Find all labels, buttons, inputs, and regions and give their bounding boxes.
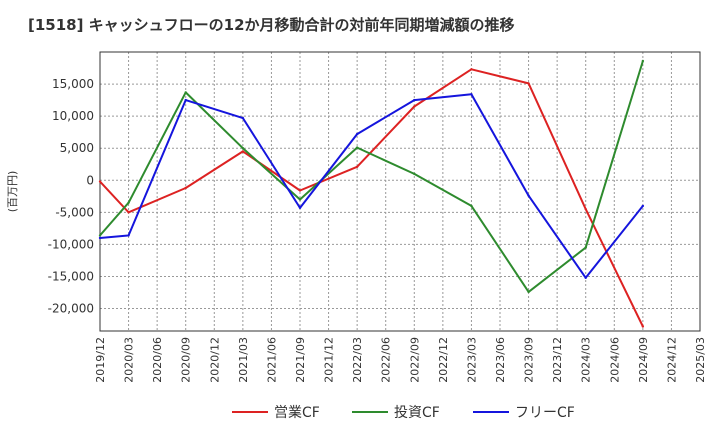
y-tick-label: -20,000 (48, 302, 94, 316)
x-tick-label: 2025/03 (694, 337, 707, 383)
data-point (127, 234, 130, 237)
data-point (241, 116, 245, 120)
series-line-3 (99, 93, 644, 279)
data-point (127, 211, 130, 214)
x-tick-label: 2020/06 (151, 337, 164, 383)
data-point (584, 207, 587, 211)
chart-title: [1518] キャッシュフローの12か月移動合計の対前年同期増減額の推移 (28, 16, 515, 34)
x-tick-label: 2021/12 (323, 337, 336, 383)
data-point (527, 194, 530, 197)
data-point (298, 198, 302, 201)
x-tick-label: 2023/09 (523, 337, 536, 383)
x-tick-label: 2019/12 (94, 337, 107, 383)
series-line-2 (99, 60, 644, 293)
x-tick-label: 2022/12 (437, 337, 450, 383)
data-point (584, 276, 587, 279)
plot-frame (99, 51, 701, 332)
data-point (98, 180, 102, 183)
data-point (641, 59, 645, 63)
data-point (98, 234, 102, 237)
data-point (127, 201, 130, 204)
legend-label-2: 投資CF (394, 405, 440, 421)
data-point (413, 172, 416, 176)
x-tick-label: 2021/03 (237, 337, 250, 383)
x-tick-label: 2022/09 (408, 337, 421, 383)
data-point (470, 204, 473, 208)
x-tick-label: 2020/03 (123, 337, 136, 383)
data-point (470, 68, 473, 71)
legend-label-3: フリーCF (515, 405, 575, 421)
data-point (641, 325, 645, 328)
data-point (298, 189, 302, 192)
data-point (355, 132, 359, 136)
x-tick-label: 2022/06 (380, 337, 393, 383)
data-point (527, 290, 530, 294)
y-tick-label: 0 (86, 173, 94, 187)
data-point (641, 204, 645, 208)
x-tick-label: 2020/12 (208, 337, 221, 383)
data-point (241, 147, 245, 150)
x-tick-label: 2022/03 (351, 337, 364, 383)
y-tick-label: 10,000 (52, 109, 94, 123)
x-tick-label: 2021/06 (265, 337, 278, 383)
data-point (584, 246, 587, 249)
x-tick-label: 2023/06 (494, 337, 507, 383)
data-point (184, 91, 187, 94)
x-tick-label: 2020/09 (180, 337, 193, 383)
x-tick-label: 2023/12 (551, 337, 564, 383)
y-tick-label: -15,000 (48, 269, 94, 283)
x-tick-label: 2024/03 (580, 337, 593, 383)
data-point (298, 206, 302, 210)
data-point (413, 98, 416, 102)
y-axis-label: (百万円) (6, 171, 19, 213)
data-point (470, 93, 473, 96)
data-point (98, 236, 102, 240)
data-point (355, 165, 359, 169)
x-tick-label: 2024/06 (608, 337, 621, 383)
x-tick-label: 2024/12 (665, 337, 678, 383)
data-point (184, 98, 187, 102)
x-tick-label: 2023/03 (465, 337, 478, 383)
x-tick-label: 2024/09 (637, 337, 650, 383)
y-tick-label: 15,000 (52, 77, 94, 91)
data-point (413, 105, 416, 108)
data-point (527, 82, 530, 85)
data-point (355, 146, 359, 149)
data-point (241, 150, 245, 153)
y-tick-label: -5,000 (55, 205, 94, 219)
legend-label-1: 営業CF (274, 405, 320, 421)
y-tick-label: -10,000 (48, 237, 94, 251)
x-tick-label: 2021/09 (294, 337, 307, 383)
data-point (184, 186, 187, 190)
y-tick-label: 5,000 (60, 141, 94, 155)
